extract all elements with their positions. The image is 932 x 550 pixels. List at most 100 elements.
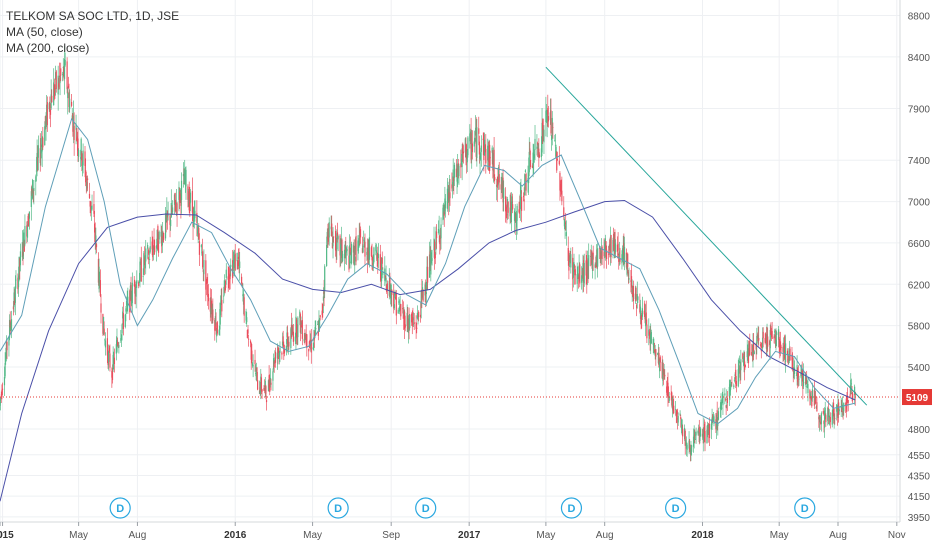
ma200-legend[interactable]: MA (200, close)	[6, 41, 90, 55]
candle-body	[197, 232, 199, 236]
trend-line[interactable]	[545, 66, 868, 406]
candle-body	[776, 332, 778, 335]
candle-body	[122, 311, 124, 319]
candle-body	[161, 231, 163, 246]
candle-body	[613, 235, 615, 245]
candle-body	[70, 101, 73, 106]
candle-body	[145, 248, 147, 262]
candle-body	[189, 192, 192, 203]
x-tick-label: May	[69, 530, 88, 541]
candle-body	[44, 126, 46, 146]
candle-body	[770, 332, 773, 338]
candle-body	[854, 386, 856, 396]
candle-body	[169, 215, 171, 225]
candle-body	[643, 310, 645, 315]
candle-body	[712, 416, 714, 420]
candle-body	[55, 72, 57, 80]
candle-body	[691, 445, 693, 452]
candle-body	[95, 235, 97, 247]
candle-body	[136, 280, 138, 284]
candle-body	[815, 395, 817, 404]
candle-body	[223, 280, 225, 290]
candle-body	[467, 137, 469, 156]
candle-body	[22, 251, 24, 256]
candle-body	[165, 218, 167, 220]
candle-body	[756, 334, 759, 338]
candle-body	[295, 319, 298, 338]
candle-body	[619, 259, 621, 262]
candle-body	[686, 444, 688, 450]
candle-body	[598, 247, 601, 249]
candle-body	[317, 324, 319, 325]
candle-body	[314, 326, 316, 332]
candle-body	[156, 245, 158, 249]
candle-body	[210, 300, 213, 315]
candle-body	[666, 385, 668, 387]
candle-body	[228, 273, 230, 284]
candle-body	[6, 342, 8, 351]
time-axis[interactable]: 02015 May Aug 2016 May Sep 2017 May Aug 2018 May Au…	[0, 521, 906, 541]
candle-body	[100, 303, 102, 313]
candle-body	[761, 337, 764, 349]
candle-body	[728, 386, 730, 397]
candle-body	[393, 293, 395, 309]
candle-body	[82, 150, 84, 166]
candle-body	[798, 378, 800, 380]
candle-body	[582, 263, 584, 281]
candle-body	[738, 363, 740, 374]
candle-body	[49, 103, 51, 111]
candle-body	[364, 241, 366, 257]
candle-body	[187, 199, 190, 207]
candle-body	[258, 390, 261, 394]
candle-body	[376, 254, 378, 259]
candle-body	[254, 359, 256, 365]
candle-body	[690, 447, 692, 455]
candle-body	[523, 199, 525, 202]
candle-body	[251, 363, 254, 366]
candle-body	[492, 153, 495, 172]
candle-body	[131, 282, 133, 304]
candle-body	[166, 210, 168, 221]
candle-body	[729, 384, 731, 392]
candle-body	[416, 312, 419, 319]
candle-body	[53, 82, 55, 106]
candle-body	[158, 231, 160, 240]
candle-body	[560, 185, 562, 192]
candle-body	[662, 368, 665, 375]
candle-body	[733, 379, 736, 381]
candle-body	[670, 393, 672, 395]
price-axis[interactable]: 3950 4150 4350 4550 4800 5109 5400 5800 6200 6600…	[899, 0, 932, 524]
candle-body	[331, 243, 333, 249]
candle-body	[795, 375, 798, 376]
candle-body	[532, 152, 534, 165]
candle-body	[460, 159, 463, 165]
candle-body	[64, 59, 66, 66]
candle-body	[343, 249, 346, 259]
candle-body	[634, 293, 636, 300]
candle-body	[783, 344, 785, 349]
ma50-legend[interactable]: MA (50, close)	[6, 25, 83, 39]
candle-body	[211, 308, 213, 314]
candle-body	[599, 252, 601, 254]
candle-body	[538, 154, 541, 158]
candle-body	[751, 348, 753, 356]
candle-body	[650, 333, 652, 345]
candle-body	[843, 402, 845, 412]
dividend-label: D	[801, 503, 809, 515]
candle-body	[822, 411, 824, 414]
candle-body	[721, 407, 723, 409]
candle-body	[673, 405, 675, 414]
candle-body	[786, 350, 789, 356]
candle-body	[46, 102, 48, 126]
dividend-label: D	[672, 503, 680, 515]
candle-body	[518, 209, 520, 213]
candle-body	[767, 336, 769, 347]
candle-body	[372, 261, 374, 269]
candle-body	[263, 387, 265, 391]
candle-body	[430, 251, 432, 275]
candle-body	[323, 291, 325, 294]
symbol-title[interactable]: TELKOM SA SOC LTD, 1D, JSE	[6, 9, 180, 23]
candle-body	[807, 384, 809, 394]
candle-body	[334, 230, 337, 251]
